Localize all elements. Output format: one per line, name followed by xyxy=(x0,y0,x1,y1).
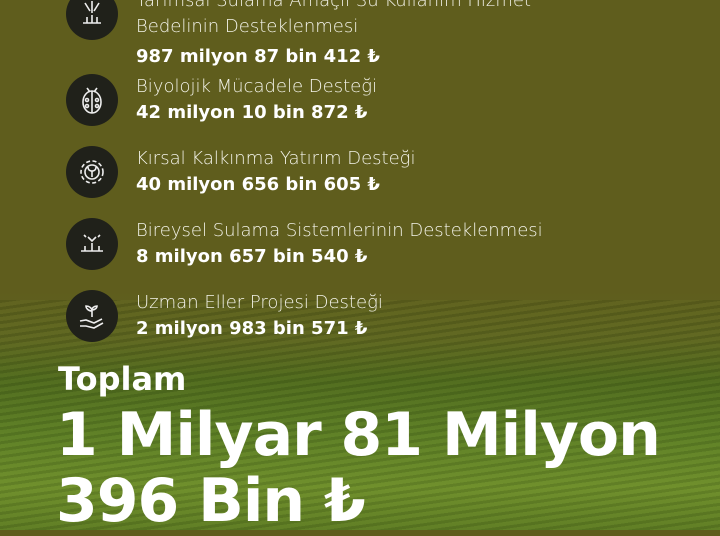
hand-plant-icon xyxy=(66,290,118,342)
item-title: Tarımsal Sulama Amaçlı Su Kullanım Hizme… xyxy=(136,0,531,37)
total-label: Toplam xyxy=(58,360,187,398)
ladybug-icon xyxy=(66,74,118,126)
total-line-1: 1 Milyar 81 Milyon xyxy=(56,400,661,470)
item-title: Kırsal Kalkınma Yatırım Desteği xyxy=(136,148,416,169)
support-item-irrigation: Tarımsal Sulama Amaçlı Su Kullanım Hizme… xyxy=(66,0,616,70)
support-item-biological: Biyolojik Mücadele Desteği 42 milyon 10 … xyxy=(66,74,377,126)
item-title: Biyolojik Mücadele Desteği xyxy=(136,76,378,97)
item-value: 987 milyon 87 bin 412 ₺ xyxy=(136,46,380,67)
item-value: 2 milyon 983 bin 571 ₺ xyxy=(136,318,368,339)
sprinkler-icon xyxy=(66,218,118,270)
field-background xyxy=(0,300,720,530)
total-amount: 1 Milyar 81 Milyon 396 Bin ₺ xyxy=(56,400,661,536)
item-value: 40 milyon 656 bin 605 ₺ xyxy=(136,174,380,195)
gear-sprout-icon xyxy=(66,146,118,198)
item-title: Uzman Eller Projesi Desteği xyxy=(136,292,383,313)
item-value: 8 milyon 657 bin 540 ₺ xyxy=(136,246,368,267)
item-title: Bireysel Sulama Sistemlerinin Desteklenm… xyxy=(136,220,543,241)
item-value: 42 milyon 10 bin 872 ₺ xyxy=(136,102,368,123)
support-item-rural: Kırsal Kalkınma Yatırım Desteği 40 milyo… xyxy=(66,146,415,198)
irrigation-icon xyxy=(66,0,118,40)
support-item-expert-hands: Uzman Eller Projesi Desteği 2 milyon 983… xyxy=(66,290,383,342)
total-line-2: 396 Bin ₺ xyxy=(56,466,366,536)
support-item-individual-irrigation: Bireysel Sulama Sistemlerinin Desteklenm… xyxy=(66,218,543,270)
